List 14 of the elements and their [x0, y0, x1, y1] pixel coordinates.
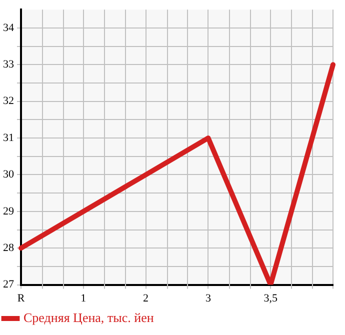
x-tick-label: R	[17, 292, 26, 304]
y-tick-label: 30	[3, 168, 14, 181]
legend-label: Средняя Цена, тыс. йен	[24, 310, 154, 325]
y-tick-label: 33	[3, 58, 14, 71]
y-tick-label: 28	[3, 242, 14, 254]
y-tick-label: 31	[3, 132, 14, 144]
y-tick-label: 34	[3, 22, 14, 34]
x-tick-label: 2	[143, 292, 149, 304]
y-tick-label: 27	[3, 278, 14, 291]
x-tick-label: 3	[205, 292, 212, 304]
x-tick-label: 1	[80, 292, 86, 304]
y-tick-label: 32	[3, 95, 14, 108]
x-tick-label: 3,5	[264, 292, 278, 304]
y-tick-label: 29	[3, 205, 14, 218]
